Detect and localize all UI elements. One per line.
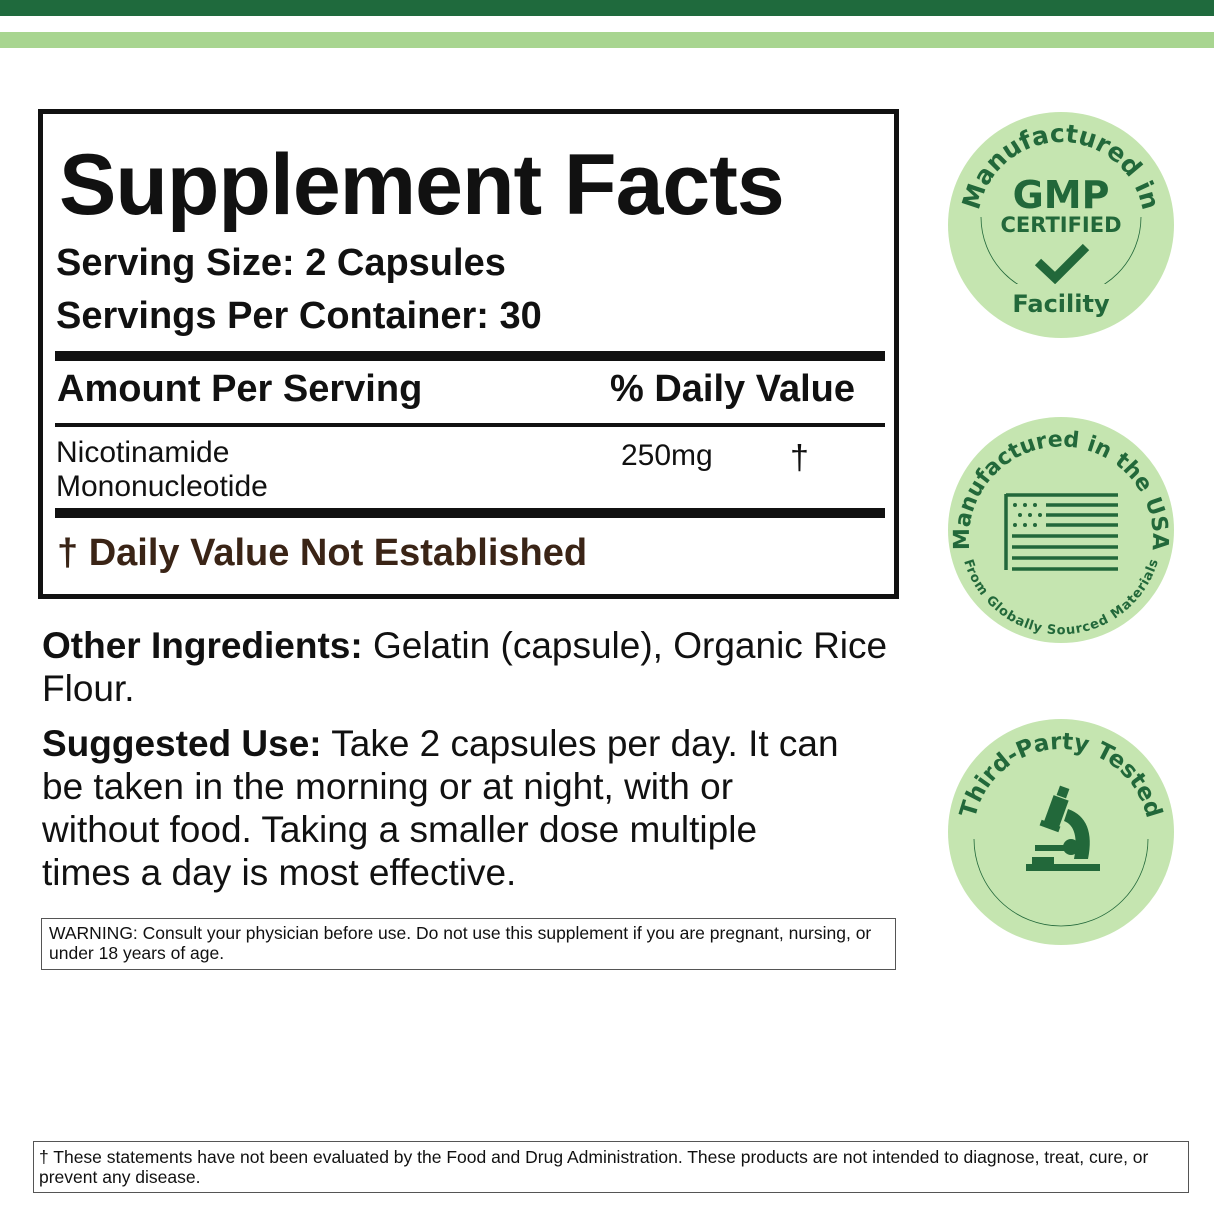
divider	[55, 423, 885, 427]
other-ingredients-label: Other Ingredients:	[42, 625, 363, 666]
amount-header: Amount Per Serving	[57, 368, 423, 410]
suggested-use-text: Take 2 capsules per day. It can be taken…	[42, 723, 839, 893]
supplement-facts-panel: Supplement Facts Serving Size: 2 Capsule…	[38, 109, 899, 599]
fda-disclaimer: † These statements have not been evaluat…	[33, 1141, 1189, 1193]
third-party-tested-badge: Third-Party Tested	[948, 719, 1174, 945]
dv-header: % Daily Value	[610, 368, 856, 410]
certified-text: CERTIFIED	[1000, 213, 1121, 237]
microscope-icon	[1026, 785, 1100, 871]
usa-badge: Manufactured in the USA From Globally So…	[948, 417, 1174, 643]
facts-title: Supplement Facts	[59, 137, 785, 233]
ingredient-dv: †	[790, 439, 809, 477]
facility-text: Facility	[1012, 290, 1110, 318]
top-light-bar	[0, 32, 1214, 48]
ingredient-name-line2: Mononucleotide	[56, 470, 268, 503]
dv-footnote: † Daily Value Not Established	[57, 532, 588, 574]
top-dark-bar	[0, 0, 1214, 16]
gmp-badge: Manufactured in GMP CERTIFIED Facility	[948, 112, 1174, 338]
suggested-use-label: Suggested Use:	[42, 723, 322, 764]
us-flag-icon	[1004, 493, 1118, 571]
serving-size: Serving Size: 2 Capsules	[56, 242, 506, 284]
ingredient-name: Nicotinamide Mononucleotide	[56, 436, 268, 504]
ingredient-amount: 250mg	[621, 439, 713, 472]
servings-per-container: Servings Per Container: 30	[56, 295, 542, 337]
thick-divider	[55, 351, 885, 361]
other-ingredients: Other Ingredients: Gelatin (capsule), Or…	[42, 624, 902, 710]
suggested-use: Suggested Use: Take 2 capsules per day. …	[42, 722, 842, 894]
other-ingredients-text: Gelatin (capsule), Organic Rice Flour.	[42, 625, 888, 709]
warning-box: WARNING: Consult your physician before u…	[41, 918, 896, 970]
checkmark-icon	[1034, 243, 1090, 285]
thick-divider	[55, 508, 885, 518]
ingredient-name-line1: Nicotinamide	[56, 436, 230, 469]
gmp-text: GMP	[1013, 173, 1110, 217]
